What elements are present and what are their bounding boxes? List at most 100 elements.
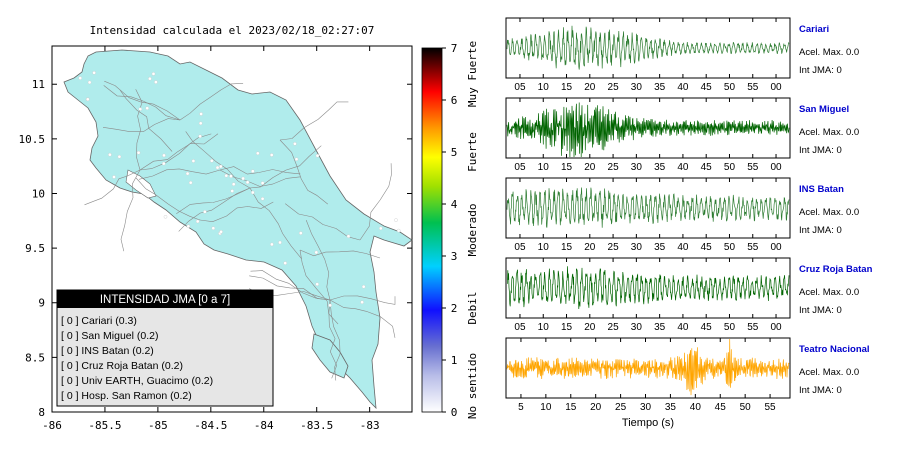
colorbar-tick-label: 6	[451, 94, 458, 107]
colorbar-tick-label: 7	[451, 42, 458, 55]
waveform-tick-label: 10	[538, 162, 550, 173]
station-int-jma: Int JMA: 0	[799, 65, 842, 76]
waveform-tick-label: 30	[631, 242, 643, 253]
waveform-tick-label: 50	[740, 402, 752, 413]
map-x-tick-label: -84	[254, 419, 274, 432]
waveform-tick-label: 00	[770, 82, 782, 93]
map-x-tick-label: -85.5	[88, 419, 121, 432]
waveform-tick-label: 15	[561, 322, 573, 333]
station-name-link[interactable]: Cariari	[799, 24, 829, 35]
legend-item: [ 0 ] Cruz Roja Batan (0.2)	[61, 360, 183, 372]
waveform-tick-label: 35	[654, 82, 666, 93]
station-name-link[interactable]: INS Batan	[799, 184, 844, 195]
waveform-tick-label: 20	[584, 162, 596, 173]
road	[219, 166, 301, 175]
town-marker	[112, 175, 116, 179]
town-marker	[230, 189, 234, 193]
town-marker	[163, 215, 168, 219]
colorbar-tick-label: 0	[451, 406, 458, 419]
waveform-tick-label: 35	[654, 322, 666, 333]
station-name-link[interactable]: Teatro Nacional	[799, 344, 870, 355]
town-marker	[215, 165, 220, 170]
town-marker	[210, 159, 214, 163]
map-y-tick-label: 9	[38, 297, 45, 310]
town-marker	[293, 142, 297, 146]
road	[329, 299, 341, 381]
map-x-tick-label: -84.5	[194, 419, 227, 432]
road	[138, 168, 221, 180]
road	[359, 163, 392, 241]
town-marker	[251, 190, 255, 195]
waveform-tick-label: 35	[654, 162, 666, 173]
town-marker	[394, 218, 398, 222]
colorbar-ticks: 0 1 2 3 4 5 6 7	[442, 42, 458, 419]
road-network	[84, 80, 396, 381]
colorbar-category-label: Fuerte	[466, 132, 479, 172]
colorbar-tick-label: 4	[451, 198, 458, 211]
station-name-link[interactable]: San Miguel	[799, 104, 849, 115]
road	[119, 89, 173, 152]
town-marker	[199, 112, 203, 116]
waveform-tick-label: 50	[724, 162, 736, 173]
town-marker	[186, 224, 191, 229]
station-int-jma: Int JMA: 0	[799, 145, 842, 156]
town-marker	[270, 242, 274, 247]
town-marker	[231, 182, 236, 186]
road	[299, 249, 339, 325]
town-marker	[145, 106, 149, 110]
waveform-tick-label: 55	[765, 402, 777, 413]
station-int-jma: Int JMA: 0	[799, 385, 842, 396]
waveform-tick-label: 25	[615, 402, 627, 413]
waveform-tick-label: 20	[584, 242, 596, 253]
town-marker	[151, 72, 156, 76]
road	[135, 177, 201, 221]
town-marker	[241, 176, 245, 181]
legend-header	[57, 290, 273, 308]
waveform-tick-label: 00	[770, 162, 782, 173]
town-marker	[195, 219, 200, 224]
road	[139, 133, 212, 171]
map-y-axis: 11 10.5 10 9.5 9 8.5 8	[19, 78, 412, 419]
town-marker	[379, 226, 383, 231]
town-marker	[256, 151, 260, 156]
waveform-tick-label: 45	[701, 242, 713, 253]
road	[328, 299, 338, 379]
road	[279, 101, 349, 141]
waveform-trace	[506, 266, 790, 310]
waveform-tick-label: 40	[677, 322, 689, 333]
waveform-tick-label: 20	[584, 322, 596, 333]
town-marker	[87, 80, 92, 85]
town-marker	[108, 152, 112, 157]
station-name-link[interactable]: Cruz Roja Batan	[799, 264, 873, 275]
road	[84, 169, 141, 206]
town-marker	[360, 300, 364, 304]
map-y-tick-label: 9.5	[25, 242, 45, 255]
legend-item: [ 0 ] INS Batan (0.2)	[61, 345, 154, 357]
time-axis-label: Tiempo (s)	[622, 417, 674, 429]
road	[249, 275, 331, 301]
map-x-axis: -86 -85.5 -85 -84.5 -84 -83.5 -83	[42, 46, 380, 432]
map-y-tick-label: 10.5	[19, 133, 46, 146]
costa-rica-land	[63, 49, 413, 410]
waveform-tick-label: 40	[690, 402, 702, 413]
colorbar-tick-label: 5	[451, 146, 458, 159]
legend-title: INTENSIDAD JMA [0 a 7]	[100, 294, 230, 306]
waveform-tick-label: 55	[747, 162, 759, 173]
waveform-tick-label: 05	[514, 242, 526, 253]
road	[120, 169, 141, 252]
town-marker	[78, 76, 82, 80]
town-marker	[185, 171, 190, 176]
waveform-panel: 05 10 15 20 25 30 35 40 45 50 55 00 Cariari Acel. Max…	[505, 17, 859, 93]
town-marker	[294, 157, 299, 161]
town-marker	[315, 282, 319, 286]
waveform-tick-label: 50	[724, 242, 736, 253]
colorbar-scale	[421, 47, 443, 413]
colorbar-tick-label: 2	[451, 302, 458, 315]
legend-item: [ 0 ] Cariari (0.3)	[61, 315, 137, 327]
town-marker	[162, 153, 166, 158]
station-accel-max: Acel. Max. 0.0	[799, 287, 859, 298]
waveform-tick-label: 45	[715, 402, 727, 413]
waveform-tick-label: 35	[654, 242, 666, 253]
map-x-tick-label: -86	[42, 419, 62, 432]
